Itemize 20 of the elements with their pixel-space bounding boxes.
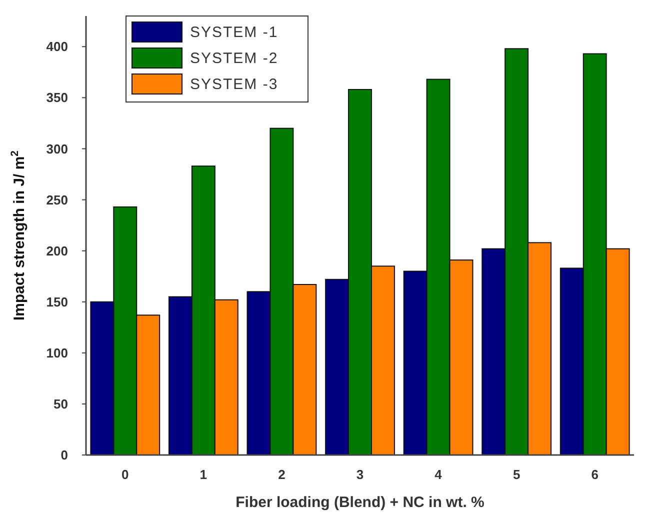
x-tick-label: 6 <box>591 467 598 482</box>
x-tick-label: 0 <box>122 467 129 482</box>
x-tick-label: 2 <box>278 467 286 482</box>
legend-label: SYSTEM -1 <box>190 24 278 41</box>
legend-label: SYSTEM -2 <box>190 50 278 67</box>
y-tick-label: 300 <box>46 141 68 156</box>
x-tick-label: 1 <box>200 467 208 482</box>
x-axis-title: Fiber loading (Blend) + NC in wt. % <box>236 494 484 511</box>
y-tick-label: 250 <box>46 192 68 208</box>
x-tick-label: 5 <box>512 467 520 482</box>
y-tick-label: 150 <box>46 294 68 310</box>
y-tick-label: 0 <box>60 448 68 463</box>
y-tick-label: 100 <box>46 345 68 360</box>
y-tick-label: 200 <box>46 243 68 258</box>
x-tick-label: 4 <box>434 467 443 482</box>
y-tick-label: 50 <box>54 396 68 412</box>
legend-label: SYSTEM -3 <box>190 76 278 93</box>
y-tick-label: 350 <box>46 90 68 106</box>
x-tick-label: 3 <box>356 467 364 482</box>
y-tick-label: 400 <box>46 39 68 54</box>
